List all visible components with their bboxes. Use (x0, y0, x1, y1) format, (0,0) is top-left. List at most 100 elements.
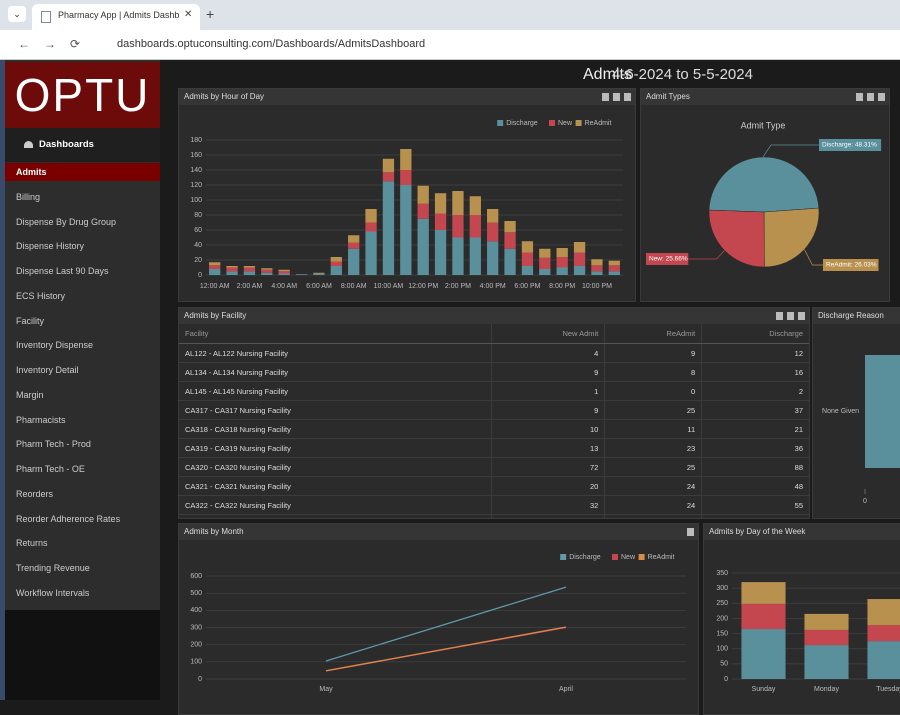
bar-segment (261, 269, 273, 273)
table-cell: 10 (490, 419, 605, 439)
bar-segment (400, 185, 412, 275)
y-tick-label: 0 (198, 676, 202, 683)
bar-segment (209, 269, 221, 275)
y-tick-label: 350 (716, 570, 728, 577)
table-cell: 32 (490, 495, 605, 515)
bar-segment (504, 248, 516, 275)
menu-item[interactable]: Returns (16, 538, 48, 549)
bar-segment (556, 257, 568, 268)
table-cell: 11 (604, 419, 702, 439)
y-tick-label: 100 (716, 646, 728, 653)
bar-segment (417, 218, 429, 275)
new-tab[interactable]: + (206, 6, 215, 22)
table-cell: 9 (490, 400, 605, 420)
legend-swatch (497, 120, 504, 126)
tab-icon (41, 11, 51, 23)
menu-item[interactable]: ECS History (16, 290, 66, 301)
table-cell: 72 (490, 457, 605, 477)
table-cell: 8 (604, 362, 702, 382)
menu-item[interactable]: Dispense History (16, 241, 85, 252)
menu-item[interactable]: Pharm Tech - Prod (16, 439, 91, 450)
y-tick-label: 300 (716, 585, 728, 592)
type-panel: Admit Types Admit Type Discharge: 48.31% R… (640, 88, 890, 302)
y-tick-label: 140 (190, 167, 202, 174)
tab-menu[interactable]: ⌄ (8, 6, 26, 22)
y-tick-label: 100 (190, 197, 202, 204)
x-tick-label: 4:00 PM (480, 283, 506, 290)
bar-segment (591, 259, 603, 266)
tab[interactable]: Pharmacy App | Admits Dashb ✕ (32, 4, 200, 30)
menu-item[interactable]: Pharm Tech - OE (16, 464, 85, 475)
bar-segment (741, 629, 786, 679)
tab-close[interactable]: ✕ (184, 9, 193, 20)
menu-item[interactable]: Billing (16, 191, 41, 202)
x-tick-label: 6:00 AM (306, 283, 332, 290)
bar-segment (209, 262, 221, 266)
side-strip (0, 60, 5, 700)
pie-slice (708, 156, 820, 213)
menu-item[interactable]: Pharmacists (16, 414, 66, 425)
y-tick-label: 500 (190, 590, 202, 597)
table-cell: 1 (490, 381, 605, 401)
menu-item[interactable]: Dispense Last 90 Days (16, 266, 109, 277)
menu-item[interactable]: Admits (5, 163, 160, 181)
menu-item[interactable]: Margin (16, 389, 44, 400)
x-tick-label: 0 (863, 498, 867, 505)
y-tick-label: 300 (190, 624, 202, 631)
line-series (325, 626, 567, 672)
bar-segment (556, 248, 568, 257)
table-cell: CA321 - CA321 Nursing Facility (179, 476, 492, 496)
table-row: CA317 - CA317 Nursing Facility 9 25 37 (179, 400, 809, 420)
y-tick-label: 150 (716, 630, 728, 637)
bar-segment (330, 261, 342, 266)
leader-line (762, 144, 819, 158)
line-series (325, 586, 567, 662)
menu-item[interactable]: Facility (16, 315, 45, 326)
address-bar: ←→⟳ dashboards.optuconsulting.com/Dashbo… (0, 30, 900, 60)
menu-item[interactable]: Workflow Intervals (16, 587, 90, 598)
menu-item[interactable]: Inventory Detail (16, 365, 79, 376)
legend-label: New (558, 120, 573, 127)
table-cell: 48 (701, 476, 809, 496)
bar-segment (741, 603, 786, 630)
bar-segment (539, 257, 551, 269)
x-tick-label: April (559, 686, 573, 693)
bar-segment (382, 158, 395, 173)
table-cell: 2 (701, 381, 809, 401)
y-tick-label: 200 (716, 615, 728, 622)
x-tick-label: Monday (814, 686, 839, 693)
table-cell: 25 (604, 457, 702, 477)
bar-segment (261, 268, 273, 270)
table-row: CA323 - CA323 Nursing Facility81425 (179, 514, 809, 518)
x-tick-label: 2:00 PM (445, 283, 471, 290)
table-cell: 0 (604, 381, 702, 401)
menu-item[interactable]: Dispense By Drug Group (16, 216, 117, 227)
menu-item[interactable]: Trending Revenue (16, 563, 90, 574)
table-row: AL134 - AL134 Nursing Facility 9 8 16 (179, 362, 809, 382)
y-tick-label: 40 (194, 242, 202, 249)
bar-segment (313, 273, 325, 275)
bar-segment (608, 271, 620, 275)
bar-segment (209, 265, 221, 269)
bar-segment (365, 222, 377, 232)
facility-table: Facility New Admit ReAdmit Discharge AL122 -… (179, 324, 809, 518)
bar-segment (400, 149, 412, 170)
bar-segment (452, 191, 464, 215)
menu-item[interactable]: Reorder Adherence Rates (16, 513, 121, 524)
legend-label: ReAdmit (585, 120, 612, 127)
pie-chart: Admit Type Discharge: 48.31% ReAdmit: 26.0… (646, 120, 882, 271)
reason-panel: Discharge Reason None Given 0 (812, 307, 900, 519)
y-tick-label: 0 (724, 676, 728, 683)
bar-segment (804, 629, 849, 646)
bar-segment (243, 271, 256, 275)
menu-item[interactable]: Reorders (16, 488, 54, 499)
nav-buttons[interactable]: ←→⟳ (18, 37, 95, 51)
panel-header: Admits by Day of the Week (704, 524, 900, 540)
url[interactable]: dashboards.optuconsulting.com/Dashboards… (117, 38, 426, 50)
bar-segment (330, 257, 342, 262)
bar-segment (261, 272, 273, 275)
menu-item[interactable]: Inventory Dispense (16, 340, 94, 351)
facility-panel: Admits by Facility Facility New Admit ReAd… (178, 307, 810, 519)
table-cell: 4 (490, 343, 605, 363)
bar-segment (330, 266, 342, 275)
